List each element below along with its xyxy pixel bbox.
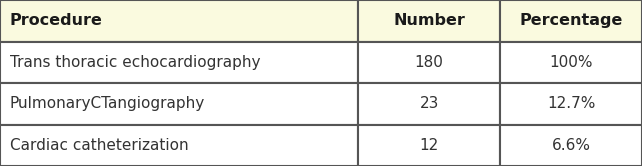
Text: Trans thoracic echocardiography: Trans thoracic echocardiography [10,55,260,70]
Text: 23: 23 [419,96,439,111]
Bar [500,83,642,124]
Bar [358,124,500,166]
Text: Percentage: Percentage [519,13,623,28]
Bar [500,42,642,83]
Bar [358,0,500,42]
Bar [358,42,500,83]
Text: 100%: 100% [550,55,593,70]
Bar [0,83,358,124]
Bar [0,0,358,42]
Text: 180: 180 [415,55,444,70]
Bar [358,83,500,124]
Text: 12.7%: 12.7% [547,96,595,111]
Bar [500,124,642,166]
Bar [0,124,358,166]
Bar [500,0,642,42]
Text: Cardiac catheterization: Cardiac catheterization [10,138,188,153]
Bar [0,42,358,83]
Text: 12: 12 [420,138,438,153]
Text: PulmonaryCTangiography: PulmonaryCTangiography [10,96,205,111]
Text: Procedure: Procedure [10,13,103,28]
Text: 6.6%: 6.6% [551,138,591,153]
Text: Number: Number [394,13,465,28]
